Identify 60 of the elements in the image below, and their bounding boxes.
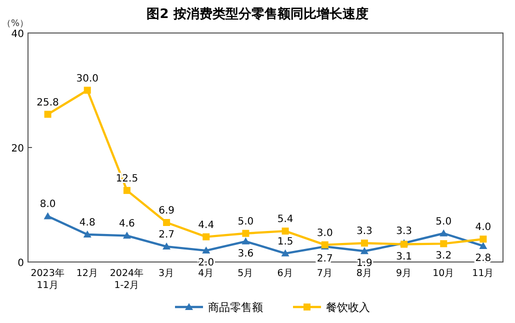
legend-label: 餐饮收入 bbox=[326, 301, 370, 314]
point bbox=[242, 230, 250, 237]
x-tick-label: 4月 bbox=[198, 268, 214, 279]
data-label: 2.8 bbox=[475, 252, 492, 264]
data-label: 4.4 bbox=[198, 220, 214, 231]
point bbox=[202, 246, 210, 254]
point bbox=[162, 242, 171, 250]
x-tick-label: 8月 bbox=[356, 268, 372, 279]
data-label: 3.2 bbox=[436, 250, 452, 262]
data-label: 4.6 bbox=[119, 218, 135, 230]
data-label: 1.5 bbox=[277, 236, 294, 248]
x-tick-label: 11月 bbox=[472, 268, 494, 279]
x-tick-label: 6月 bbox=[277, 268, 294, 279]
y-axis-title: （%） bbox=[2, 19, 29, 29]
x-tick-label: 2023年 11月 bbox=[30, 267, 65, 291]
point bbox=[84, 86, 91, 94]
point bbox=[83, 230, 92, 238]
data-label: 3.3 bbox=[356, 226, 372, 238]
data-label: 6.9 bbox=[158, 205, 174, 216]
data-label: 8.0 bbox=[40, 199, 56, 210]
point bbox=[123, 186, 130, 194]
x-tick-label: 5月 bbox=[238, 268, 254, 279]
x-tick-label: 12月 bbox=[76, 268, 98, 279]
point bbox=[480, 236, 487, 243]
y-tick-label: 20 bbox=[11, 144, 24, 154]
data-label: 3.3 bbox=[396, 226, 412, 238]
point bbox=[122, 232, 131, 239]
point bbox=[44, 212, 52, 220]
point bbox=[360, 247, 368, 254]
chart-title: 图2 按消费类型分零售额同比增长速度 bbox=[146, 6, 368, 22]
point bbox=[44, 110, 52, 118]
data-label: 3.6 bbox=[238, 248, 254, 260]
x-tick-label: 10月 bbox=[432, 268, 455, 279]
point bbox=[479, 242, 488, 249]
point bbox=[440, 240, 448, 248]
point bbox=[360, 240, 368, 247]
data-label: 5.0 bbox=[436, 216, 452, 228]
data-label: 3.1 bbox=[396, 251, 412, 262]
point bbox=[281, 249, 290, 256]
data-label: 5.4 bbox=[277, 214, 294, 226]
data-label: 3.0 bbox=[316, 228, 333, 239]
legend-label: 商品零售额 bbox=[208, 301, 263, 314]
x-tick-label: 7月 bbox=[316, 268, 333, 279]
data-label: 25.8 bbox=[36, 97, 59, 108]
point bbox=[440, 229, 448, 236]
x-tick-label: 3月 bbox=[158, 268, 175, 279]
point bbox=[242, 237, 250, 244]
data-label: 30.0 bbox=[76, 73, 99, 84]
y-tick-label: 40 bbox=[11, 29, 24, 40]
point bbox=[163, 218, 170, 226]
data-label: 2.7 bbox=[158, 230, 174, 241]
x-tick-label: 9月 bbox=[396, 268, 412, 279]
data-label: 5.0 bbox=[238, 216, 254, 228]
y-tick-label: 0 bbox=[18, 258, 24, 269]
data-label: 4.8 bbox=[79, 218, 96, 229]
point bbox=[282, 228, 289, 235]
data-label: 4.0 bbox=[475, 222, 492, 234]
x-tick-label: 2024年 1-2月 bbox=[110, 267, 144, 291]
point bbox=[202, 233, 210, 240]
data-label: 2.7 bbox=[316, 254, 333, 265]
